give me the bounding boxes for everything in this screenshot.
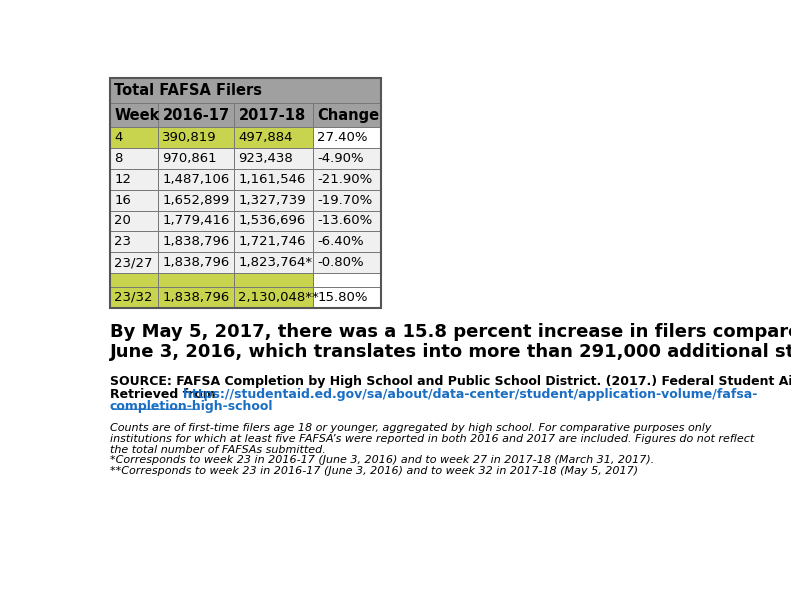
Bar [110,103,157,127]
Text: 23: 23 [115,235,131,248]
Bar [110,78,381,308]
Bar [157,148,233,169]
Bar [312,148,381,169]
Text: 1,487,106: 1,487,106 [162,173,229,186]
Bar [233,273,312,287]
Text: 1,838,796: 1,838,796 [162,291,229,304]
Text: SOURCE: FAFSA Completion by High School and Public School District. (2017.) Fede: SOURCE: FAFSA Completion by High School … [110,376,791,388]
Text: **Corresponds to week 23 in 2016-17 (June 3, 2016) and to week 32 in 2017-18 (Ma: **Corresponds to week 23 in 2016-17 (Jun… [110,466,638,476]
Bar [233,211,312,232]
Bar [157,169,233,190]
Text: 1,652,899: 1,652,899 [162,194,229,207]
Text: 23/32: 23/32 [115,291,153,304]
Text: Retrieved from: Retrieved from [110,388,220,401]
Bar [233,127,312,148]
Text: -13.60%: -13.60% [317,214,373,227]
Bar [233,169,312,190]
Text: 1,779,416: 1,779,416 [162,214,230,227]
Text: 2017-18: 2017-18 [238,107,305,122]
Text: By May 5, 2017, there was a 15.8 percent increase in filers compared to: By May 5, 2017, there was a 15.8 percent… [110,323,791,341]
Text: Change: Change [317,107,380,122]
Bar [110,169,157,190]
Text: 4: 4 [115,131,123,145]
Text: 1,721,746: 1,721,746 [238,235,306,248]
Text: 390,819: 390,819 [162,131,217,145]
Text: -19.70%: -19.70% [317,194,373,207]
Bar [110,232,157,252]
Text: 15.80%: 15.80% [317,291,368,304]
Bar [157,211,233,232]
Text: institutions for which at least five FAFSA’s were reported in both 2016 and 2017: institutions for which at least five FAF… [110,434,754,444]
Bar [110,287,157,308]
Bar [157,273,233,287]
Bar [157,287,233,308]
Text: -21.90%: -21.90% [317,173,373,186]
Text: 970,861: 970,861 [162,152,217,165]
Bar [157,190,233,211]
Bar [110,127,157,148]
Text: Week: Week [115,107,160,122]
Bar [312,232,381,252]
Bar [110,148,157,169]
Bar [312,273,381,287]
Bar [233,252,312,273]
Text: completion-high-school: completion-high-school [110,400,273,413]
Text: 27.40%: 27.40% [317,131,368,145]
Bar [157,127,233,148]
Bar [233,190,312,211]
Bar [312,103,381,127]
Text: -0.80%: -0.80% [317,256,364,269]
Text: Counts are of first-time filers age 18 or younger, aggregated by high school. Fo: Counts are of first-time filers age 18 o… [110,423,711,433]
Text: 12: 12 [115,173,131,186]
Text: Total FAFSA Filers: Total FAFSA Filers [115,83,263,98]
Bar [110,273,157,287]
Text: 1,823,764*: 1,823,764* [238,256,312,269]
Bar [110,190,157,211]
Text: 16: 16 [115,194,131,207]
Text: 497,884: 497,884 [238,131,293,145]
Bar [312,169,381,190]
Bar [157,103,233,127]
Bar [157,232,233,252]
Bar [233,232,312,252]
Text: 923,438: 923,438 [238,152,293,165]
Text: 1,161,546: 1,161,546 [238,173,306,186]
Bar [312,211,381,232]
Bar [157,252,233,273]
Text: the total number of FAFSAs submitted.: the total number of FAFSAs submitted. [110,445,325,455]
Text: 1,838,796: 1,838,796 [162,235,229,248]
Text: -4.90%: -4.90% [317,152,364,165]
Text: 1,327,739: 1,327,739 [238,194,306,207]
Bar [233,287,312,308]
Text: 1,536,696: 1,536,696 [238,214,305,227]
Bar [110,211,157,232]
Text: June 3, 2016, which translates into more than 291,000 additional students.: June 3, 2016, which translates into more… [110,343,791,361]
Text: 2016-17: 2016-17 [162,107,229,122]
Text: 2,130,048**: 2,130,048** [238,291,319,304]
Text: 8: 8 [115,152,123,165]
Bar [312,190,381,211]
Text: 1,838,796: 1,838,796 [162,256,229,269]
Bar [233,148,312,169]
Bar [110,78,381,103]
Text: -6.40%: -6.40% [317,235,364,248]
Text: 20: 20 [115,214,131,227]
Bar [312,287,381,308]
Text: 23/27: 23/27 [115,256,153,269]
Text: *Corresponds to week 23 in 2016-17 (June 3, 2016) and to week 27 in 2017-18 (Mar: *Corresponds to week 23 in 2016-17 (June… [110,455,654,466]
Bar [233,103,312,127]
Bar [312,252,381,273]
Bar [110,252,157,273]
Text: https://studentaid.ed.gov/sa/about/data-center/student/application-volume/fafsa-: https://studentaid.ed.gov/sa/about/data-… [184,388,758,401]
Bar [312,127,381,148]
